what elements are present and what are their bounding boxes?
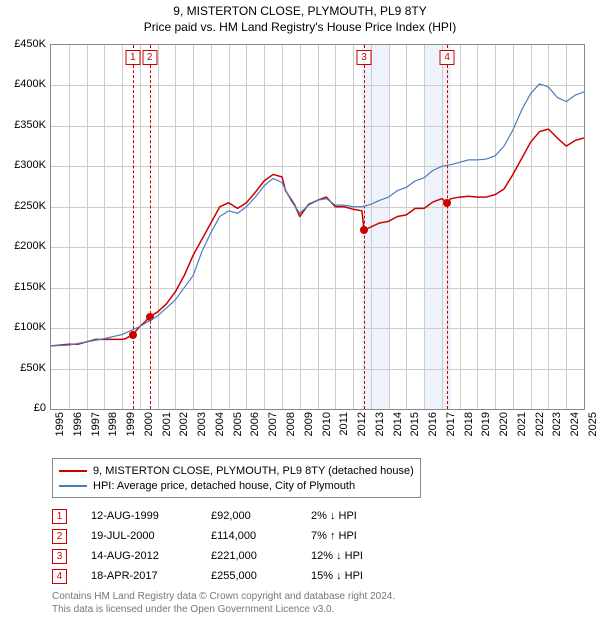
sale-index-icon: 3 <box>52 549 67 564</box>
sale-date: 19-JUL-2000 <box>91 530 211 542</box>
y-axis-label: £300K <box>2 159 46 171</box>
y-axis-label: £100K <box>2 321 46 333</box>
sale-date: 12-AUG-1999 <box>91 510 211 522</box>
x-axis-label: 2008 <box>285 412 297 450</box>
sale-date: 18-APR-2017 <box>91 570 211 582</box>
x-axis-label: 1995 <box>54 412 66 450</box>
sale-index-icon: 2 <box>52 529 67 544</box>
x-axis-label: 2022 <box>534 412 546 450</box>
sale-diff: 15% ↓ HPI <box>311 570 411 582</box>
x-axis-label: 2014 <box>392 412 404 450</box>
footnote-line: This data is licensed under the Open Gov… <box>52 604 395 617</box>
x-axis-label: 2012 <box>356 412 368 450</box>
table-row: 4 18-APR-2017 £255,000 15% ↓ HPI <box>52 566 411 586</box>
x-axis-label: 2000 <box>143 412 155 450</box>
legend-label: HPI: Average price, detached house, City… <box>93 480 355 492</box>
x-axis-label: 2025 <box>587 412 599 450</box>
y-axis-label: £350K <box>2 119 46 131</box>
table-row: 1 12-AUG-1999 £92,000 2% ↓ HPI <box>52 506 411 526</box>
table-row: 2 19-JUL-2000 £114,000 7% ↑ HPI <box>52 526 411 546</box>
x-axis-label: 1998 <box>107 412 119 450</box>
x-axis-label: 1999 <box>125 412 137 450</box>
x-axis-label: 2006 <box>249 412 261 450</box>
sale-diff: 7% ↑ HPI <box>311 530 411 542</box>
x-axis-label: 2020 <box>498 412 510 450</box>
x-axis-label: 2004 <box>214 412 226 450</box>
sales-table: 1 12-AUG-1999 £92,000 2% ↓ HPI 2 19-JUL-… <box>52 506 411 586</box>
x-axis-label: 2013 <box>374 412 386 450</box>
x-axis-label: 2011 <box>338 412 350 450</box>
sale-diff: 12% ↓ HPI <box>311 550 411 562</box>
legend-item: HPI: Average price, detached house, City… <box>59 478 414 493</box>
chart-title-address: 9, MISTERTON CLOSE, PLYMOUTH, PL9 8TY <box>0 4 600 18</box>
legend-swatch <box>59 470 87 472</box>
chart-lines <box>51 45 584 409</box>
footnote: Contains HM Land Registry data © Crown c… <box>52 591 395 616</box>
x-axis-label: 2001 <box>161 412 173 450</box>
x-axis-label: 2023 <box>551 412 563 450</box>
legend-item: 9, MISTERTON CLOSE, PLYMOUTH, PL9 8TY (d… <box>59 463 414 478</box>
sale-index-icon: 4 <box>52 569 67 584</box>
x-axis-label: 2018 <box>463 412 475 450</box>
table-row: 3 14-AUG-2012 £221,000 12% ↓ HPI <box>52 546 411 566</box>
y-axis-label: £50K <box>2 362 46 374</box>
y-axis-label: £200K <box>2 240 46 252</box>
y-axis-label: £150K <box>2 281 46 293</box>
sale-diff: 2% ↓ HPI <box>311 510 411 522</box>
sale-price: £114,000 <box>211 530 311 542</box>
x-axis-label: 1997 <box>90 412 102 450</box>
legend-swatch <box>59 485 87 487</box>
sale-price: £221,000 <box>211 550 311 562</box>
sale-date: 14-AUG-2012 <box>91 550 211 562</box>
x-axis-label: 2003 <box>196 412 208 450</box>
x-axis-label: 2002 <box>178 412 190 450</box>
x-axis-label: 2010 <box>321 412 333 450</box>
price-chart: 1234 <box>50 44 585 410</box>
x-axis-label: 2015 <box>409 412 421 450</box>
footnote-line: Contains HM Land Registry data © Crown c… <box>52 591 395 604</box>
legend-label: 9, MISTERTON CLOSE, PLYMOUTH, PL9 8TY (d… <box>93 465 414 477</box>
sale-price: £255,000 <box>211 570 311 582</box>
chart-title-sub: Price paid vs. HM Land Registry's House … <box>0 20 600 34</box>
x-axis-label: 2017 <box>445 412 457 450</box>
sale-index-icon: 1 <box>52 509 67 524</box>
x-axis-label: 2005 <box>232 412 244 450</box>
x-axis-label: 2021 <box>516 412 528 450</box>
y-axis-label: £0 <box>2 402 46 414</box>
x-axis-label: 2007 <box>267 412 279 450</box>
y-axis-label: £450K <box>2 38 46 50</box>
x-axis-label: 2019 <box>480 412 492 450</box>
y-axis-label: £400K <box>2 78 46 90</box>
x-axis-label: 1996 <box>72 412 84 450</box>
legend: 9, MISTERTON CLOSE, PLYMOUTH, PL9 8TY (d… <box>52 458 421 498</box>
x-axis-label: 2016 <box>427 412 439 450</box>
x-axis-label: 2009 <box>303 412 315 450</box>
sale-price: £92,000 <box>211 510 311 522</box>
y-axis-label: £250K <box>2 200 46 212</box>
x-axis-label: 2024 <box>569 412 581 450</box>
